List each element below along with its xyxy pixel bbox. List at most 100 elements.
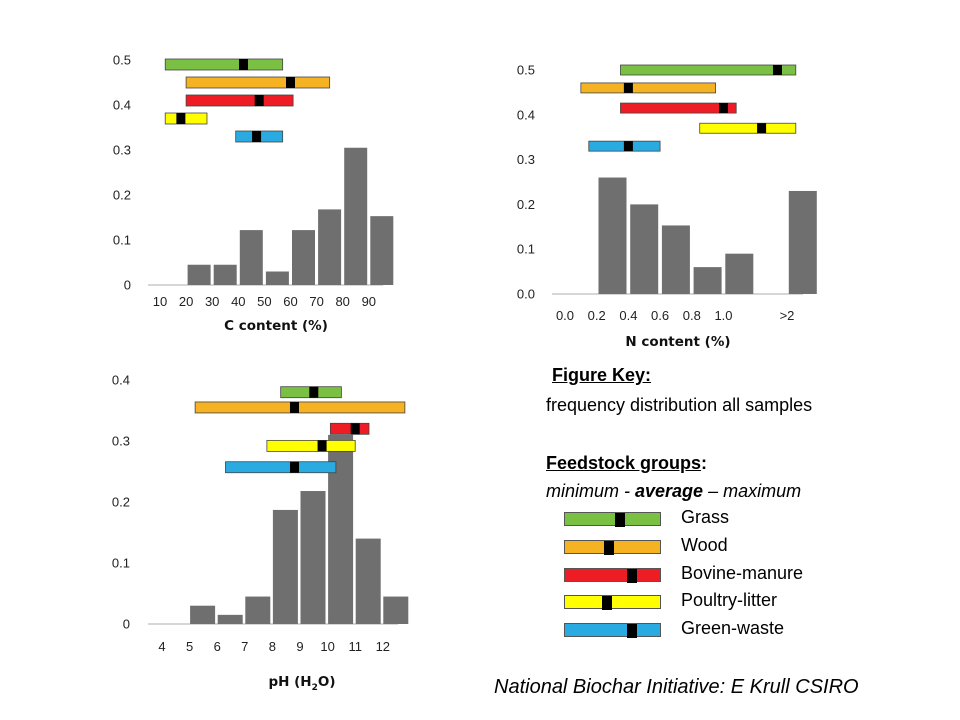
ph-x-tick-label: 4 — [158, 639, 165, 654]
ph-bar — [217, 614, 243, 624]
nitrogen-y-tick-label: 0.5 — [517, 63, 535, 78]
ph-x-tick-label: 6 — [214, 639, 221, 654]
legend-swatch-grass — [564, 512, 661, 527]
carbon-bar — [213, 264, 237, 285]
ph-x-tick-label: 9 — [296, 639, 303, 654]
carbon-avg-marker-green-waste — [252, 131, 262, 142]
ph-x-tick-label: 10 — [320, 639, 334, 654]
carbon-bar — [265, 271, 289, 285]
nitrogen-avg-marker-poultry-litter — [757, 123, 767, 134]
ph-range-bovine-manure — [329, 422, 370, 435]
carbon-range-wood — [185, 76, 331, 89]
nitrogen-bar — [788, 190, 817, 294]
nitrogen-avg-marker-green-waste — [623, 141, 633, 152]
ph-y-tick-label: 0.4 — [112, 373, 130, 388]
carbon-y-tick-label: 0 — [124, 278, 131, 293]
key-min-avg-max: minimum - average – maximum — [546, 481, 801, 502]
ph-range-poultry-litter — [266, 439, 356, 452]
legend-label: Wood — [681, 534, 728, 555]
carbon-range-bovine-manure — [185, 94, 294, 107]
ph-y-tick-label: 0.2 — [112, 495, 130, 510]
nitrogen-avg-marker-wood — [623, 82, 633, 93]
nitrogen-range-poultry-litter — [699, 122, 797, 134]
carbon-x-tick-label: 40 — [231, 294, 245, 309]
carbon-x-tick-label: 50 — [257, 294, 271, 309]
key-distribution-text: frequency distribution all samples — [546, 395, 813, 415]
key-groups-colon: : — [701, 453, 708, 473]
carbon-bar — [370, 216, 394, 285]
ph-bar — [300, 491, 326, 624]
ph-x-tick-label: 8 — [269, 639, 276, 654]
nitrogen-avg-marker-grass — [772, 65, 782, 75]
legend-avg-marker — [603, 540, 614, 555]
legend-swatch-bovine-manure — [564, 567, 661, 583]
key-max-text: – maximum — [703, 481, 802, 501]
carbon-bar — [292, 230, 315, 285]
ph-axis-title-end: O) — [318, 674, 336, 690]
ph-avg-marker-wood — [289, 401, 299, 413]
nitrogen-avg-marker-bovine-manure — [719, 103, 728, 114]
carbon-y-tick-label: 0.3 — [113, 143, 131, 158]
ph-range-wood — [194, 401, 406, 414]
key-groups-heading: Feedstock groups: — [546, 453, 707, 474]
nitrogen-bar — [661, 225, 690, 294]
ph-y-tick-label: 0.3 — [112, 434, 130, 449]
ph-axis-title-subscript: 2 — [312, 683, 318, 693]
carbon-y-tick-label: 0.1 — [113, 233, 131, 248]
ph-bar — [245, 596, 271, 624]
ph-bar — [355, 538, 381, 624]
carbon-y-tick-label: 0.2 — [113, 188, 131, 203]
ph-x-tick-label: 7 — [241, 639, 248, 654]
carbon-avg-marker-bovine-manure — [254, 95, 264, 106]
ph-x-tick-label: 5 — [186, 639, 193, 654]
nitrogen-y-tick-label: 0.0 — [517, 287, 535, 302]
carbon-y-tick-label: 0.5 — [113, 53, 131, 68]
carbon-avg-marker-wood — [286, 77, 295, 88]
carbon-bar — [318, 209, 342, 285]
carbon-x-tick-label: 30 — [205, 294, 219, 309]
nitrogen-x-tick-label: >2 — [780, 308, 795, 323]
nitrogen-bar — [630, 204, 659, 294]
ph-range-green-waste — [225, 461, 337, 474]
nitrogen-range-wood — [580, 82, 716, 94]
ph-chart: 0 0.1 0.2 0.3 0.4 4 5 6 7 8 9 10 11 12 pH (H2O) — [112, 373, 409, 693]
legend-avg-marker — [601, 596, 612, 611]
nitrogen-x-tick-label: 0.8 — [683, 308, 701, 323]
nitrogen-x-tick-label: 0.4 — [619, 308, 637, 323]
key-groups-heading-text: Feedstock groups — [546, 453, 702, 473]
nitrogen-bar — [725, 253, 754, 294]
legend-avg-marker — [626, 624, 637, 638]
legend-label: Green-waste — [681, 618, 785, 638]
nitrogen-y-tick-label: 0.4 — [517, 107, 535, 122]
nitrogen-range-bovine-manure — [620, 102, 737, 114]
legend-swatch-poultry-litter — [564, 595, 661, 611]
nitrogen-y-tick-label: 0.2 — [517, 197, 535, 212]
nitrogen-x-tick-label: 0.0 — [556, 308, 574, 323]
ph-bar — [383, 596, 409, 624]
ph-avg-marker-poultry-litter — [317, 440, 327, 452]
key-avg-text: average — [635, 481, 704, 501]
carbon-x-tick-label: 20 — [179, 294, 193, 309]
nitrogen-y-tick-label: 0.3 — [517, 152, 535, 167]
carbon-avg-marker-poultry-litter — [176, 113, 186, 124]
ph-y-tick-label: 0 — [123, 617, 130, 632]
legend-label: Grass — [681, 507, 730, 527]
carbon-bar — [344, 147, 368, 285]
ph-bar — [272, 509, 298, 624]
carbon-x-tick-label: 90 — [362, 294, 376, 309]
carbon-range-poultry-litter — [164, 112, 208, 125]
legend-swatch-green-waste — [564, 623, 661, 638]
nitrogen-axis-title: N content (%) — [625, 334, 730, 350]
carbon-x-tick-label: 60 — [283, 294, 297, 309]
key-min-text: minimum - — [546, 481, 635, 501]
nitrogen-bar — [693, 267, 722, 294]
carbon-x-tick-label: 70 — [309, 294, 323, 309]
ph-y-tick-label: 0.1 — [112, 556, 130, 571]
carbon-range-grass — [164, 58, 284, 71]
nitrogen-range-grass — [620, 64, 797, 76]
ph-bar — [190, 605, 216, 624]
ph-x-tick-label: 11 — [348, 639, 362, 654]
nitrogen-x-tick-label: 0.6 — [651, 308, 669, 323]
carbon-axis-title: C content (%) — [224, 318, 328, 334]
